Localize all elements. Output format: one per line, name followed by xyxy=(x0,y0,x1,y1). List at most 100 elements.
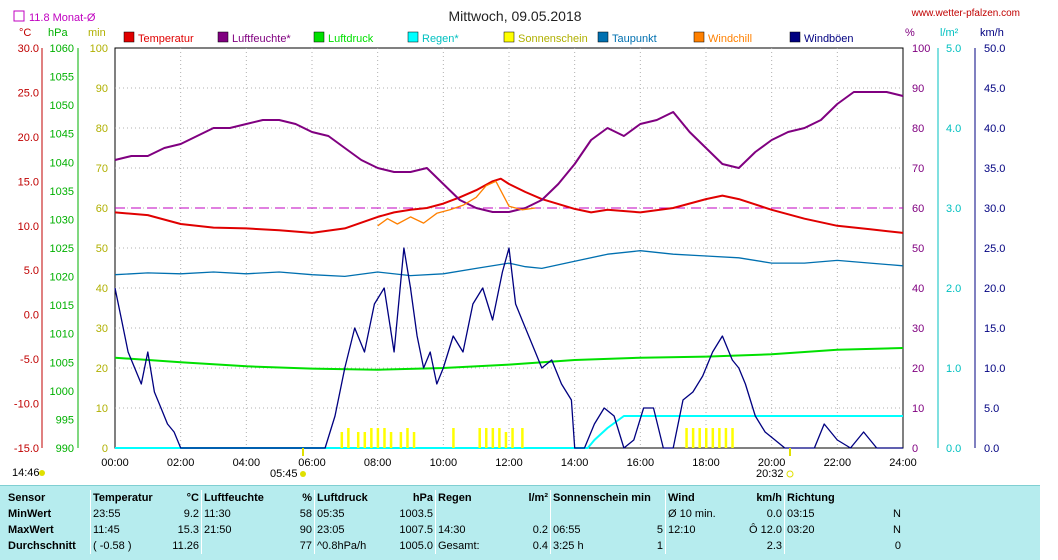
humidity-axis-tick-label: 10 xyxy=(912,403,924,415)
temp-axis-tick-label: 30.0 xyxy=(18,43,39,55)
sun-min-time xyxy=(549,506,639,522)
rain-axis-tick-label: 0.0 xyxy=(946,443,961,455)
sunshine-axis-tick-label: 20 xyxy=(96,363,108,375)
sunrise-marker xyxy=(300,471,306,477)
x-tick-label: 20:00 xyxy=(758,457,786,469)
wind-axis-tick-label: 0.0 xyxy=(984,443,999,455)
sunset-marker xyxy=(786,470,794,478)
sunshine-bar xyxy=(406,428,409,448)
sunrise-label: 05:45 xyxy=(270,468,298,480)
pressure-axis-tick-label: 1035 xyxy=(50,186,74,198)
wind-axis-tick-label: 45.0 xyxy=(984,83,1005,95)
rain-min-time xyxy=(435,506,510,522)
sunshine-bar xyxy=(412,432,416,448)
hum-min-time: 11:30 xyxy=(201,506,276,522)
humidity-axis-tick-label: 70 xyxy=(912,163,924,175)
sunshine-bar xyxy=(724,428,728,448)
sunshine-bar xyxy=(685,428,688,448)
sunshine-bar xyxy=(705,428,708,448)
x-tick-label: 04:00 xyxy=(233,457,261,469)
dir-min-value: N xyxy=(893,508,901,520)
humidity-axis-tick-label: 20 xyxy=(912,363,924,375)
sunshine-axis-tick-label: 100 xyxy=(90,43,108,55)
temp-axis-tick-label: 20.0 xyxy=(18,132,39,144)
col-temperature-unit: °C xyxy=(186,492,199,504)
sun-max-time: 06:55 xyxy=(549,522,639,538)
x-tick-label: 02:00 xyxy=(167,457,195,469)
legend-label: Windböen xyxy=(804,33,854,45)
sunshine-bar xyxy=(521,428,524,448)
rain-axis-tick-label: 1.0 xyxy=(946,363,961,375)
pressure-axis-tick-label: 1060 xyxy=(50,43,74,55)
wind-axis-tick-label: 10.0 xyxy=(984,363,1005,375)
press-max-time: 23:05 xyxy=(314,522,385,538)
hum-avg-extra xyxy=(201,538,276,554)
humidity-axis-tick-label: 100 xyxy=(912,43,930,55)
humidity-axis-tick-label: 50 xyxy=(912,243,924,255)
row-label: Durchschnitt xyxy=(8,540,76,552)
pressure-axis-tick-label: 1020 xyxy=(50,272,74,284)
row-label: MinWert xyxy=(8,508,52,520)
sunshine-bar xyxy=(347,428,350,448)
legend-swatch xyxy=(597,31,609,43)
legend-label: Luftdruck xyxy=(328,33,374,45)
stats-row-avg: Durchschnitt ( -0.58 ) 11.26 77 ^0.8hPa/… xyxy=(6,538,903,554)
col-wind: Wind xyxy=(665,490,736,506)
sunshine-bar xyxy=(511,428,514,448)
temp-avg-extra: ( -0.58 ) xyxy=(90,538,157,554)
legend-label: Luftfeuchte* xyxy=(232,33,291,45)
weather-chart: Mittwoch, 09.05.2018 www.wetter-pfalzen.c… xyxy=(12,8,1020,480)
sunshine-bar xyxy=(718,428,721,448)
website-label: www.wetter-pfalzen.com xyxy=(911,8,1020,19)
sunshine-bar xyxy=(399,432,403,448)
humidity-axis-tick-label: 40 xyxy=(912,283,924,295)
legend-label: Regen* xyxy=(422,33,459,45)
pressure-axis-tick-label: 995 xyxy=(56,414,74,426)
wind-axis-tick-label: 25.0 xyxy=(984,243,1005,255)
legend-swatch xyxy=(217,31,229,43)
temp-axis-tick-label: 10.0 xyxy=(18,221,39,233)
sun-min-value xyxy=(639,506,666,522)
sunshine-bar xyxy=(731,428,734,448)
hum-avg-value: 77 xyxy=(299,540,312,552)
pressure-axis-tick-label: 1005 xyxy=(50,357,74,369)
sunshine-bar xyxy=(389,432,393,448)
sunshine-bar xyxy=(340,432,344,448)
wind-axis-tick-label: 50.0 xyxy=(984,43,1005,55)
temp-min-time: 23:55 xyxy=(90,506,157,522)
sunshine-bar xyxy=(711,428,715,448)
temp-axis-tick-label: 0.0 xyxy=(24,310,39,322)
temp-max-time: 11:45 xyxy=(90,522,157,538)
legend-label: Windchill xyxy=(708,33,752,45)
col-wind-unit: km/h xyxy=(756,492,782,504)
humidity-axis-tick-label: 30 xyxy=(912,323,924,335)
press-avg-value: 1005.0 xyxy=(399,540,433,552)
legend-swatch xyxy=(693,31,705,43)
pressure-axis-tick-label: 1045 xyxy=(50,129,74,141)
temp-axis-tick-label: -5.0 xyxy=(20,354,39,366)
hum-min-value: 58 xyxy=(299,508,312,520)
pressure-axis-tick-label: 1055 xyxy=(50,72,74,84)
rain-max-time: 14:30 xyxy=(435,522,510,538)
rain-max-value: 0.2 xyxy=(532,524,548,536)
col-humidity: Luftfeuchte xyxy=(201,490,276,506)
humidity-axis-tick-label: 90 xyxy=(912,83,924,95)
wind-axis-tick-label: 30.0 xyxy=(984,203,1005,215)
wind-axis-tick-label: 5.0 xyxy=(984,403,999,415)
humidity-axis-tick-label: 0 xyxy=(912,443,918,455)
series-line-windben xyxy=(114,247,903,449)
chart-title: Mittwoch, 09.05.2018 xyxy=(448,8,581,24)
dir-max-time: 03:20 xyxy=(784,522,879,538)
series-line-luftdruck xyxy=(114,347,904,371)
sunset-label: 20:32 xyxy=(756,468,784,480)
sunshine-bar xyxy=(504,432,508,448)
series-line-taupunkt xyxy=(114,250,904,278)
x-tick-label: 16:00 xyxy=(627,457,655,469)
wind-max-label: 12:10 xyxy=(665,522,736,538)
humidity-unit-label: % xyxy=(905,27,915,39)
sunshine-axis-tick-label: 0 xyxy=(102,443,108,455)
month-avg-marker xyxy=(13,10,25,22)
pressure-axis-tick-label: 1050 xyxy=(50,100,74,112)
rain-axis-tick-label: 5.0 xyxy=(946,43,961,55)
dir-avg-value: 0 xyxy=(894,540,901,552)
